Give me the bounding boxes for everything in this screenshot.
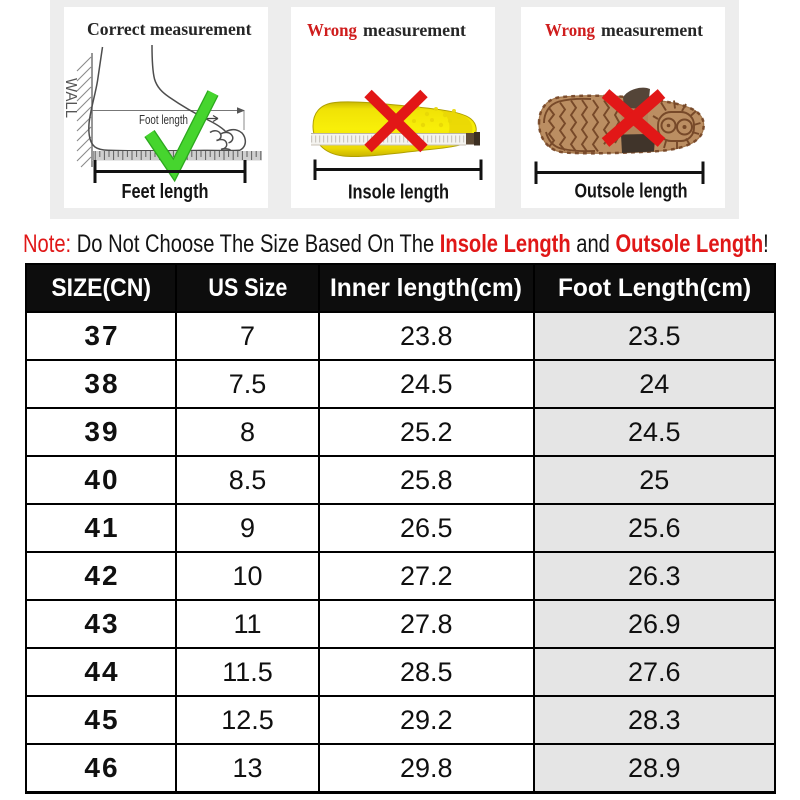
svg-text:Feet length: Feet length [122, 181, 209, 203]
svg-text:measurement: measurement [363, 20, 466, 40]
svg-text:Insole length: Insole length [348, 182, 449, 204]
svg-text:measurement: measurement [601, 20, 703, 40]
svg-text:Wrong: Wrong [545, 20, 595, 40]
svg-text:Wrong: Wrong [307, 20, 357, 40]
svg-text:Foot length: Foot length [139, 113, 188, 127]
svg-text:Correct measurement: Correct measurement [87, 19, 252, 39]
svg-text:Outsole length: Outsole length [575, 181, 688, 203]
svg-text:WALL: WALL [64, 78, 79, 118]
